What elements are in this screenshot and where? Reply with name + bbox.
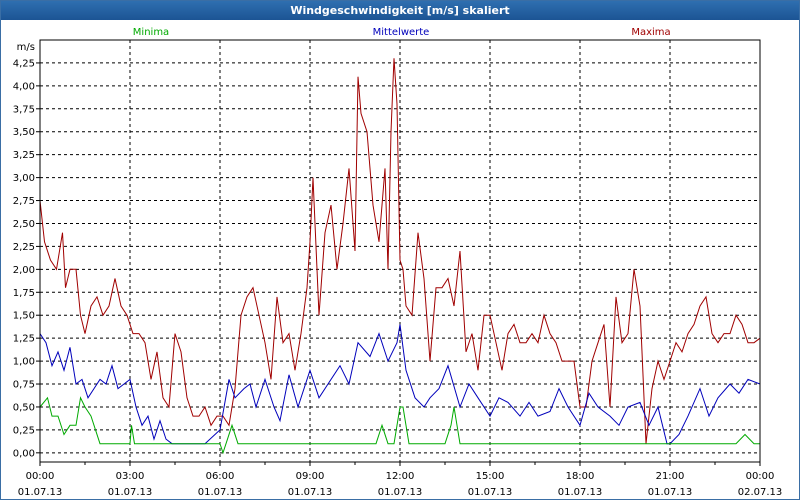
- x-tick-date-label: 01.07.13: [378, 487, 423, 498]
- x-tick-date-label: 01.07.13: [288, 487, 333, 498]
- x-tick-date-label: 01.07.13: [198, 487, 243, 498]
- y-tick-label: 1,25: [13, 334, 35, 345]
- x-tick-time-label: 15:00: [476, 471, 505, 482]
- y-tick-label: 3,00: [13, 173, 35, 184]
- y-tick-label: 3,25: [13, 150, 35, 161]
- x-tick-date-label: 01.07.13: [648, 487, 693, 498]
- x-tick-time-label: 09:00: [296, 471, 325, 482]
- y-tick-label: 4,00: [13, 81, 35, 92]
- y-tick-label: 3,50: [13, 127, 35, 138]
- y-axis-label: m/s: [17, 42, 35, 53]
- legend-label-maxima: Maxima: [631, 27, 670, 38]
- legend: Minima Mittelwerte Maxima: [133, 27, 671, 38]
- x-tick-time-label: 00:00: [746, 471, 775, 482]
- y-tick-label: 1,00: [13, 357, 35, 368]
- x-tick-time-label: 21:00: [656, 471, 685, 482]
- x-tick-date-label: 01.07.13: [558, 487, 603, 498]
- x-tick-time-label: 18:00: [566, 471, 595, 482]
- y-tick-label: 0,50: [13, 402, 35, 413]
- legend-label-minima: Minima: [133, 27, 169, 38]
- axes: 0,00 0,25 0,50 0,75 1,00 1,25 1,50 1,75 2,00 2,25…: [13, 39, 783, 498]
- series-line-maxima: [39, 58, 761, 444]
- x-tick-time-label: 12:00: [386, 471, 415, 482]
- x-tick-time-label: 03:00: [116, 471, 145, 482]
- y-tick-label: 0,75: [13, 380, 35, 391]
- x-tick-date-label: 01.07.13: [108, 487, 153, 498]
- y-tick-label: 4,25: [13, 58, 35, 69]
- y-tick-label: 2,75: [13, 196, 35, 207]
- y-tick-label: 0,00: [13, 448, 35, 459]
- y-tick-label: 3,75: [13, 104, 35, 115]
- x-tick-date-label: 01.07.13: [468, 487, 513, 498]
- y-tick-label: 2,25: [13, 242, 35, 253]
- series-layer: [39, 58, 761, 455]
- x-tick-date-label: 02.07.13: [738, 487, 783, 498]
- window-title: Windgeschwindigkeit [m/s] skaliert: [1, 1, 799, 20]
- x-tick-time-label: 00:00: [26, 471, 55, 482]
- y-tick-label: 2,50: [13, 219, 35, 230]
- y-tick-label: 1,50: [13, 311, 35, 322]
- x-tick-time-label: 06:00: [206, 471, 235, 482]
- y-tick-label: 1,75: [13, 288, 35, 299]
- series-line-minima: [39, 396, 760, 455]
- series-line-mittelwerte: [39, 324, 761, 445]
- legend-label-mittelwerte: Mittelwerte: [373, 27, 430, 38]
- y-tick-label: 2,00: [13, 265, 35, 276]
- y-tick-label: 0,25: [13, 425, 35, 436]
- x-tick-date-label: 01.07.13: [18, 487, 63, 498]
